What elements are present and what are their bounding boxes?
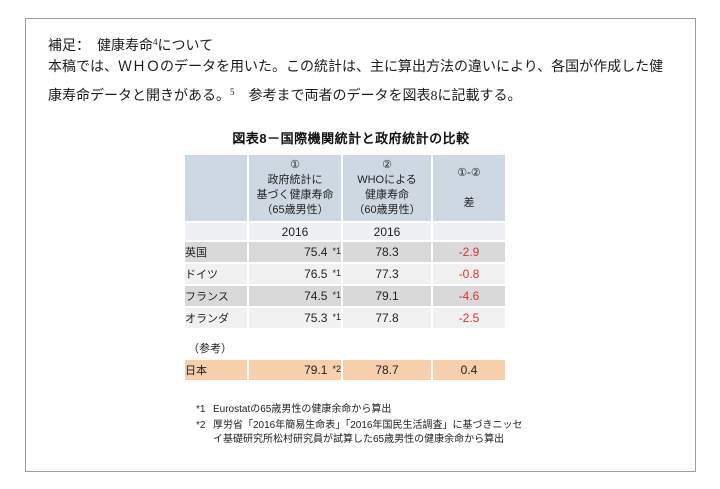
footnote-2-text: 厚労省「2016年簡易生命表」「2016年国民生活調査」に基づきニッセイ基礎研究… <box>213 420 523 445</box>
page-frame: 補足： 健康寿命4について 本稿では、ＷＨＯのデータを用いた。この統計は、主に算… <box>25 18 696 472</box>
footnote-2: *2 厚労省「2016年簡易生命表」「2016年国民生活調査」に基づきニッセイ基… <box>196 419 528 447</box>
cell-country: フランス <box>185 286 247 306</box>
footnote-marker: *2 <box>332 364 341 374</box>
footnote-2-marker: *2 <box>196 420 206 431</box>
cell-country: 英国 <box>185 242 247 262</box>
footnote-marker: *1 <box>332 312 341 322</box>
cell-who-value: 79.1 <box>343 286 431 306</box>
table-year-row: 2016 2016 <box>185 223 505 240</box>
note-heading-text: 補足： 健康寿命 <box>48 39 153 54</box>
cell-diff-value: -4.6 <box>433 286 505 306</box>
figure-footnotes: *1 Eurostatの65歳男性の健康余命から算出 *2 厚労省「2016年簡… <box>196 403 528 449</box>
note-body-line2: 康寿命データと開きがある。5 参考まで両者のデータを図表8に記載する。 <box>48 80 663 105</box>
supplement-note: 補足： 健康寿命4について 本稿では、ＷＨＯのデータを用いた。この統計は、主に算… <box>48 30 663 105</box>
cell-gov-value: 75.3 *1 <box>249 308 341 328</box>
cell-gov-value: 76.5 *1 <box>249 264 341 284</box>
cell-who-value: 77.8 <box>343 308 431 328</box>
table-row-france: フランス 74.5 *1 79.1 -4.6 <box>185 286 505 306</box>
header-cell-empty <box>185 155 247 221</box>
gov-value: 76.5 <box>304 267 328 281</box>
table-row-uk: 英国 75.4 *1 78.3 -2.9 <box>185 242 505 262</box>
cell-gov-value: 75.4 *1 <box>249 242 341 262</box>
cell-country: 日本 <box>185 360 247 380</box>
footnote-1-text: Eurostatの65歳男性の健康余命から算出 <box>213 404 392 415</box>
figure-title: 図表8－国際機関統計と政府統計の比較 <box>232 131 470 146</box>
cell-who-value: 78.7 <box>343 360 431 380</box>
year-cell-gov: 2016 <box>249 223 341 240</box>
cell-who-value: 78.3 <box>343 242 431 262</box>
comparison-table: ① 政府統計に 基づく健康寿命 （65歳男性） ② WHOによる 健康寿命 （6… <box>183 153 507 382</box>
note-body-line2-text: 康寿命データと開きがある。 <box>48 89 230 104</box>
cell-diff-value: -2.9 <box>433 242 505 262</box>
cell-diff-value: 0.4 <box>433 360 505 380</box>
note-heading: 補足： 健康寿命4について <box>48 30 663 55</box>
cell-country: オランダ <box>185 308 247 328</box>
table-row-netherlands: オランダ 75.3 *1 77.8 -2.5 <box>185 308 505 328</box>
note-heading-suffix: について <box>157 39 214 54</box>
year-cell-empty <box>185 223 247 240</box>
note-body-line2-suffix: 参考まで両者のデータを図表8に記載する。 <box>234 89 522 104</box>
cell-diff-value: -0.8 <box>433 264 505 284</box>
gov-value: 79.1 <box>304 363 328 377</box>
header-cell-who: ② WHOによる 健康寿命 （60歳男性） <box>343 155 431 221</box>
footnote-1: *1 Eurostatの65歳男性の健康余命から算出 <box>196 403 528 417</box>
footnote-ref-5: 5 <box>230 87 235 97</box>
gov-value: 75.4 <box>304 245 328 259</box>
header-cell-diff: ①-② 差 <box>433 155 505 221</box>
note-body-line1: 本稿では、ＷＨＯのデータを用いた。この統計は、主に算出方法の違いにより、各国が作… <box>48 60 664 75</box>
cell-diff-value: -2.5 <box>433 308 505 328</box>
table-reference-row: （参考） <box>185 330 505 358</box>
cell-gov-value: 79.1 *2 <box>249 360 341 380</box>
reference-label: （参考） <box>185 330 505 358</box>
cell-gov-value: 74.5 *1 <box>249 286 341 306</box>
footnote-marker: *1 <box>332 268 341 278</box>
table-header-row: ① 政府統計に 基づく健康寿命 （65歳男性） ② WHOによる 健康寿命 （6… <box>185 155 505 221</box>
year-cell-who: 2016 <box>343 223 431 240</box>
year-cell-empty2 <box>433 223 505 240</box>
cell-who-value: 77.3 <box>343 264 431 284</box>
gov-value: 75.3 <box>304 311 328 325</box>
gov-value: 74.5 <box>304 289 328 303</box>
footnote-marker: *1 <box>332 246 341 256</box>
cell-country: ドイツ <box>185 264 247 284</box>
table-row-germany: ドイツ 76.5 *1 77.3 -0.8 <box>185 264 505 284</box>
header-cell-gov: ① 政府統計に 基づく健康寿命 （65歳男性） <box>249 155 341 221</box>
table-row-japan: 日本 79.1 *2 78.7 0.4 <box>185 360 505 380</box>
footnote-ref-4: 4 <box>153 37 158 47</box>
footnote-1-marker: *1 <box>196 404 206 415</box>
footnote-marker: *1 <box>332 290 341 300</box>
